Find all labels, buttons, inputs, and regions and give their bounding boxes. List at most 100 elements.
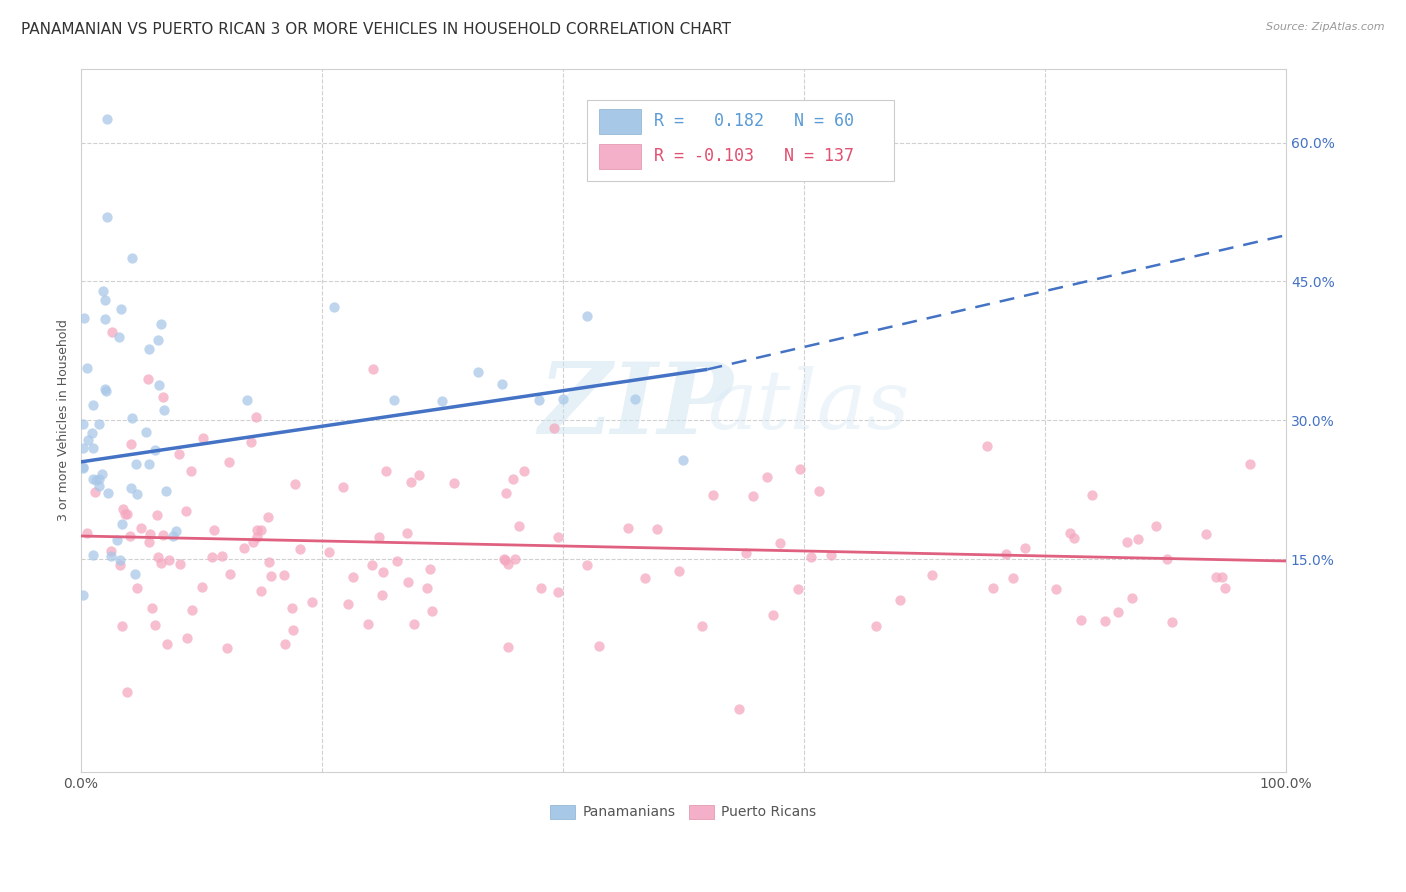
Point [82, 548, 104, 562]
Point [1116, 534, 1139, 549]
Point [668, 564, 690, 578]
Point [107, 330, 129, 344]
Point [787, 582, 810, 597]
Point [1108, 605, 1130, 619]
Point [108, 553, 131, 567]
Point [90, 467, 112, 482]
Point [257, 510, 280, 524]
Point [575, 309, 598, 323]
Point [301, 595, 323, 609]
Point [136, 371, 159, 385]
Point [387, 554, 409, 568]
Point [1002, 571, 1025, 585]
Point [111, 517, 134, 532]
Point [87, 472, 110, 486]
Point [76, 361, 98, 376]
Point [769, 536, 792, 550]
Point [617, 521, 640, 535]
Point [202, 523, 225, 537]
Point [755, 470, 778, 484]
Point [1063, 532, 1085, 546]
Point [332, 480, 354, 494]
Point [498, 557, 520, 571]
Point [100, 543, 122, 558]
Point [1213, 581, 1236, 595]
Point [191, 580, 214, 594]
Point [322, 300, 344, 314]
Point [127, 487, 149, 501]
Point [513, 464, 536, 478]
Point [692, 619, 714, 633]
Point [575, 558, 598, 572]
Point [1045, 582, 1067, 597]
Point [72, 311, 94, 326]
Point [1126, 532, 1149, 546]
Text: Source: ZipAtlas.com: Source: ZipAtlas.com [1267, 22, 1385, 32]
Point [215, 640, 238, 655]
Point [921, 568, 943, 582]
Point [762, 607, 785, 622]
Point [371, 565, 394, 579]
Point [72, 441, 94, 455]
Point [200, 549, 222, 564]
Point [1146, 519, 1168, 533]
Point [728, 702, 751, 716]
Point [108, 558, 131, 572]
Point [156, 637, 179, 651]
FancyBboxPatch shape [586, 100, 894, 181]
Point [121, 252, 143, 266]
Point [100, 549, 122, 563]
Point [76, 526, 98, 541]
Point [162, 529, 184, 543]
Point [1094, 614, 1116, 628]
Point [547, 585, 569, 599]
Point [807, 484, 830, 499]
Point [588, 640, 610, 654]
Point [96, 210, 118, 224]
Point [443, 476, 465, 491]
Point [129, 521, 152, 535]
Point [342, 570, 364, 584]
Point [138, 342, 160, 356]
Point [492, 552, 515, 566]
Point [110, 302, 132, 317]
Point [135, 425, 157, 439]
Point [420, 604, 443, 618]
Point [402, 616, 425, 631]
Point [218, 455, 240, 469]
Bar [599, 144, 641, 169]
Point [994, 547, 1017, 561]
Point [491, 376, 513, 391]
Point [1239, 457, 1261, 471]
Point [543, 420, 565, 434]
Point [672, 453, 695, 467]
Point [211, 549, 233, 564]
Point [1205, 569, 1227, 583]
Point [240, 435, 263, 450]
Point [249, 584, 271, 599]
Point [146, 549, 169, 564]
Point [1070, 613, 1092, 627]
Point [396, 574, 419, 589]
Point [174, 504, 197, 518]
Point [143, 442, 166, 457]
Point [120, 481, 142, 495]
Point [1156, 552, 1178, 566]
Point [495, 553, 517, 567]
Point [547, 530, 569, 544]
Point [702, 488, 724, 502]
Point [1160, 615, 1182, 629]
Point [361, 362, 384, 376]
Point [101, 326, 124, 340]
Point [115, 507, 138, 521]
Bar [599, 109, 641, 134]
Point [82, 398, 104, 412]
Point [257, 555, 280, 569]
Point [115, 684, 138, 698]
Point [105, 533, 128, 547]
Point [152, 528, 174, 542]
Point [508, 519, 530, 533]
Point [273, 567, 295, 582]
Point [408, 468, 430, 483]
Point [176, 632, 198, 646]
